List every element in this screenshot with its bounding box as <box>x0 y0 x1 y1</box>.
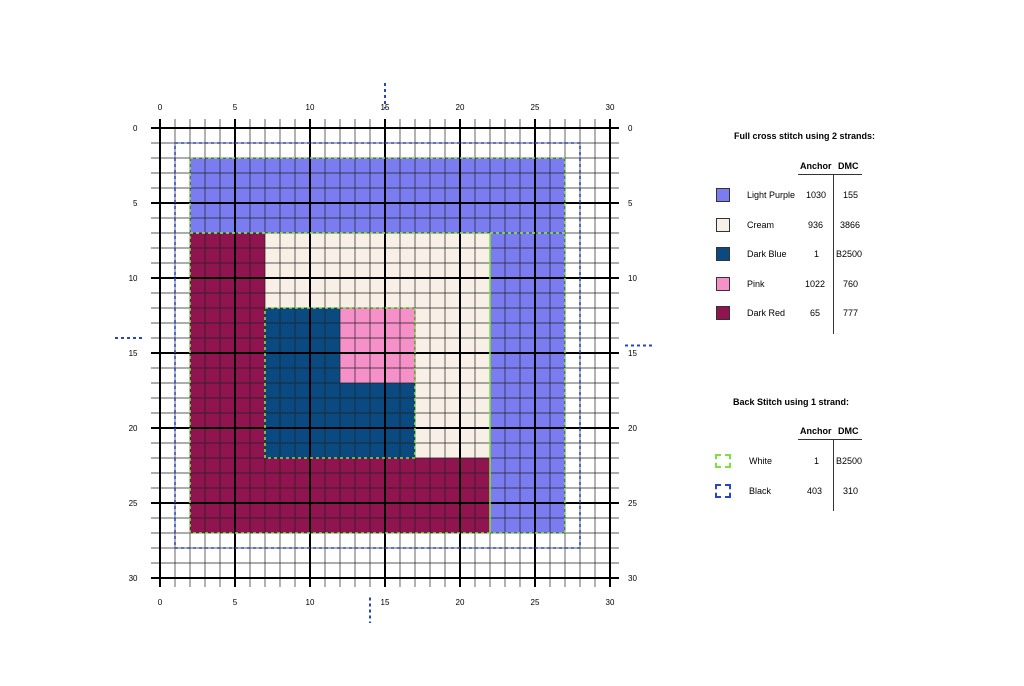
legend-anchor: 1022 <box>805 279 826 289</box>
legend-dmc: B2500 <box>836 456 863 466</box>
fill-dark-red <box>265 458 490 533</box>
legend-name: Cream <box>747 220 775 230</box>
back-stitch-anchor-header: Anchor <box>800 426 832 436</box>
tick-label-bottom: 25 <box>531 598 540 607</box>
tick-label-bottom: 20 <box>456 598 465 607</box>
backstitch-white <box>189 232 491 534</box>
legend-name: Dark Red <box>747 308 786 318</box>
legend-name: Dark Blue <box>747 249 787 259</box>
tick-label-right: 30 <box>628 574 637 583</box>
tick-label-top: 20 <box>456 103 465 112</box>
swatch-black-backstitch <box>715 484 731 498</box>
full-cross-legend-title: Full cross stitch using 2 strands: <box>734 131 876 141</box>
tick-label-bottom: 30 <box>606 598 615 607</box>
fill-dark-blue <box>340 383 415 458</box>
legend-name: Black <box>749 486 772 496</box>
swatch-pink <box>716 277 730 291</box>
full-cross-dmc-header: DMC <box>838 161 859 171</box>
full-cross-header-rule <box>798 174 862 175</box>
legend-name: Pink <box>747 279 765 289</box>
legend-dmc: 3866 <box>840 220 861 230</box>
backstitch-black <box>174 142 581 549</box>
back-stitch-legend-title: Back Stitch using 1 strand: <box>733 397 850 407</box>
swatch-white-backstitch <box>715 454 731 468</box>
tick-label-left: 20 <box>129 424 138 433</box>
tick-label-right: 15 <box>628 349 637 358</box>
tick-label-top: 30 <box>606 103 615 112</box>
tick-label-right: 0 <box>628 124 633 133</box>
tick-label-right: 25 <box>628 499 637 508</box>
tick-label-bottom: 0 <box>158 598 163 607</box>
back-stitch-dmc-header: DMC <box>838 426 859 436</box>
tick-label-bottom: 5 <box>233 598 238 607</box>
tick-label-left: 15 <box>129 349 138 358</box>
tick-label-left: 25 <box>129 499 138 508</box>
back-stitch-column-rule <box>833 439 834 511</box>
tick-label-left: 0 <box>133 124 138 133</box>
tick-label-top: 15 <box>381 103 390 112</box>
legend-name: Light Purple <box>747 190 796 200</box>
tick-label-left: 30 <box>129 574 138 583</box>
legend-dmc: 310 <box>843 486 859 496</box>
legend-name: White <box>749 456 773 466</box>
fill-cream <box>265 233 490 308</box>
legend-anchor: 1 <box>814 249 820 259</box>
legend-dmc: 760 <box>843 279 859 289</box>
legend-anchor: 936 <box>808 220 824 230</box>
swatch-light-purple <box>716 188 730 202</box>
tick-label-top: 10 <box>306 103 315 112</box>
legend-anchor: 1 <box>814 456 820 466</box>
tick-label-top: 25 <box>531 103 540 112</box>
swatch-dark-blue <box>716 247 730 261</box>
legend-anchor: 403 <box>807 486 823 496</box>
back-stitch-header-rule <box>798 439 862 440</box>
cross-stitch-chart: 0 0 0 0 5 5 5 5 10 10 10 10 15 15 15 15 20 20 20 20 25 25 25 25… <box>115 83 655 623</box>
tick-label-top: 5 <box>233 103 238 112</box>
tick-label-bottom: 15 <box>381 598 390 607</box>
full-cross-anchor-header: Anchor <box>800 161 832 171</box>
legend-dmc: 155 <box>843 190 859 200</box>
fill-pink <box>340 308 415 383</box>
legend-anchor: 1030 <box>806 190 827 200</box>
tick-label-bottom: 10 <box>306 598 315 607</box>
tick-label-left: 10 <box>129 274 138 283</box>
swatch-cream <box>716 218 730 232</box>
tick-label-top: 0 <box>158 103 163 112</box>
swatch-dark-red <box>716 306 730 320</box>
tick-label-right: 5 <box>628 199 633 208</box>
fill-light-purple <box>190 158 565 233</box>
legend-dmc: B2500 <box>836 249 863 259</box>
legend-anchor: 65 <box>810 308 821 318</box>
legend-dmc: 777 <box>843 308 859 318</box>
backstitch-white <box>264 307 416 459</box>
tick-label-left: 5 <box>133 199 138 208</box>
tick-label-right: 10 <box>628 274 637 283</box>
tick-label-right: 20 <box>628 424 637 433</box>
full-cross-column-rule <box>833 174 834 334</box>
